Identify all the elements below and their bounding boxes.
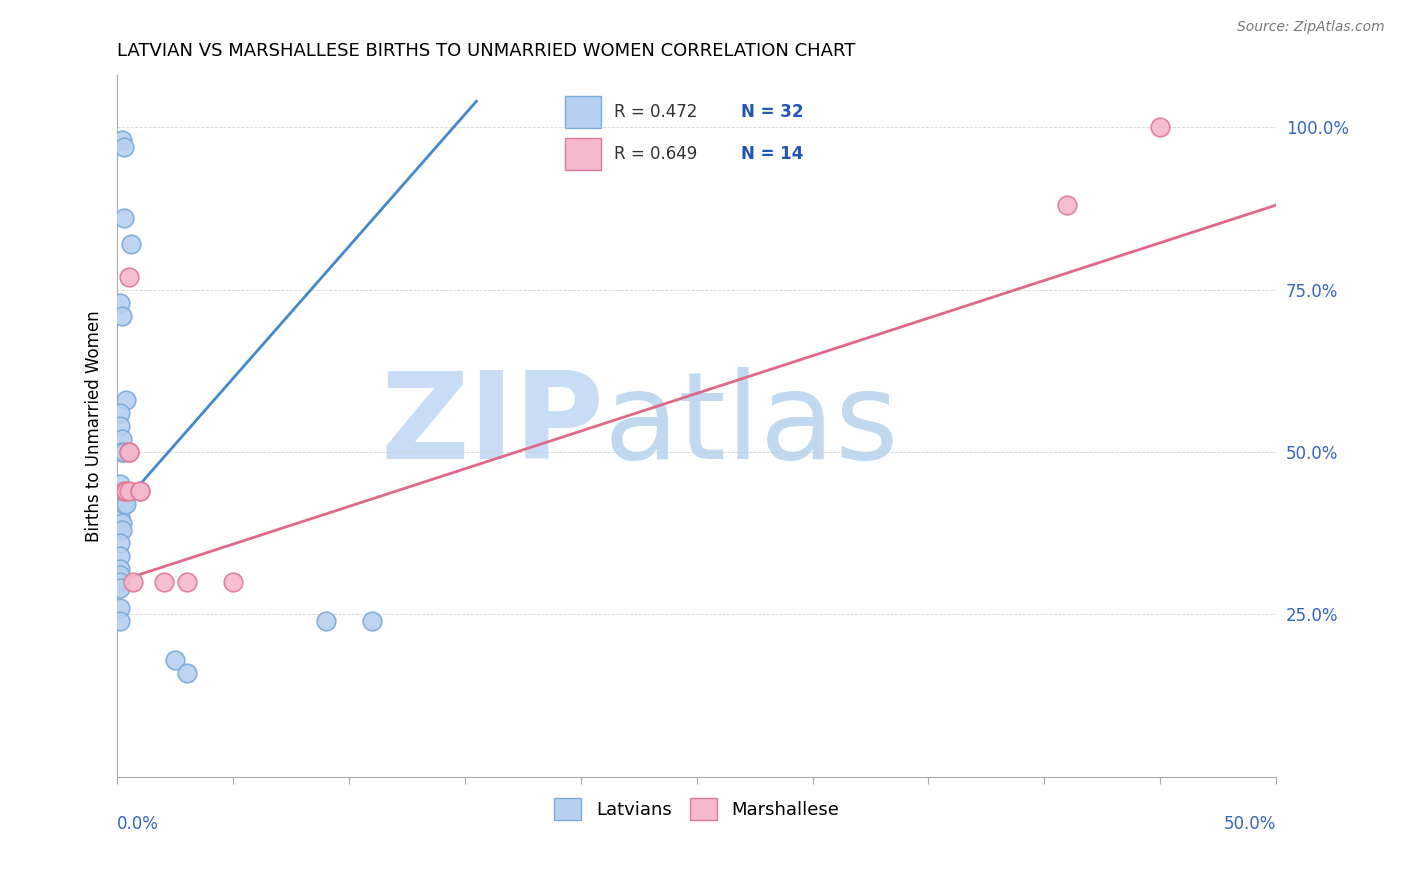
Point <box>112 497 135 511</box>
Point <box>1149 120 1171 135</box>
Point <box>108 549 131 563</box>
Point <box>111 523 134 537</box>
Point <box>108 582 131 596</box>
Point <box>118 483 141 498</box>
Point <box>129 483 152 498</box>
Point <box>108 536 131 550</box>
Point <box>112 139 135 153</box>
Legend: Latvians, Marshallese: Latvians, Marshallese <box>547 790 846 827</box>
Point <box>111 516 134 531</box>
Point <box>111 133 134 147</box>
Point <box>108 509 131 524</box>
Text: 50.0%: 50.0% <box>1223 815 1277 833</box>
Point <box>111 445 134 459</box>
Point <box>111 309 134 323</box>
Point <box>152 574 174 589</box>
Point <box>112 483 135 498</box>
Text: ZIP: ZIP <box>380 368 605 484</box>
Point <box>108 574 131 589</box>
Point <box>111 432 134 446</box>
Point <box>176 574 198 589</box>
Point <box>108 406 131 420</box>
Point <box>120 237 142 252</box>
Point <box>222 574 245 589</box>
Point <box>115 392 138 407</box>
Point <box>165 653 187 667</box>
Text: LATVIAN VS MARSHALLESE BIRTHS TO UNMARRIED WOMEN CORRELATION CHART: LATVIAN VS MARSHALLESE BIRTHS TO UNMARRI… <box>117 42 856 60</box>
Point <box>129 483 152 498</box>
Point <box>115 497 138 511</box>
Point <box>112 211 135 225</box>
Point <box>122 574 145 589</box>
Point <box>108 491 131 505</box>
Point <box>118 445 141 459</box>
Point <box>361 614 384 628</box>
Point <box>315 614 337 628</box>
Point <box>108 295 131 310</box>
Point <box>118 269 141 284</box>
Text: Source: ZipAtlas.com: Source: ZipAtlas.com <box>1237 20 1385 34</box>
Point <box>108 562 131 576</box>
Point <box>115 483 138 498</box>
Point <box>176 665 198 680</box>
Point <box>108 614 131 628</box>
Text: atlas: atlas <box>605 368 900 484</box>
Point <box>108 568 131 582</box>
Point <box>118 445 141 459</box>
Point <box>108 418 131 433</box>
Text: 0.0%: 0.0% <box>117 815 159 833</box>
Point <box>112 445 135 459</box>
Point <box>111 497 134 511</box>
Point <box>108 600 131 615</box>
Point <box>1056 198 1078 212</box>
Point <box>108 477 131 491</box>
Y-axis label: Births to Unmarried Women: Births to Unmarried Women <box>86 310 103 541</box>
